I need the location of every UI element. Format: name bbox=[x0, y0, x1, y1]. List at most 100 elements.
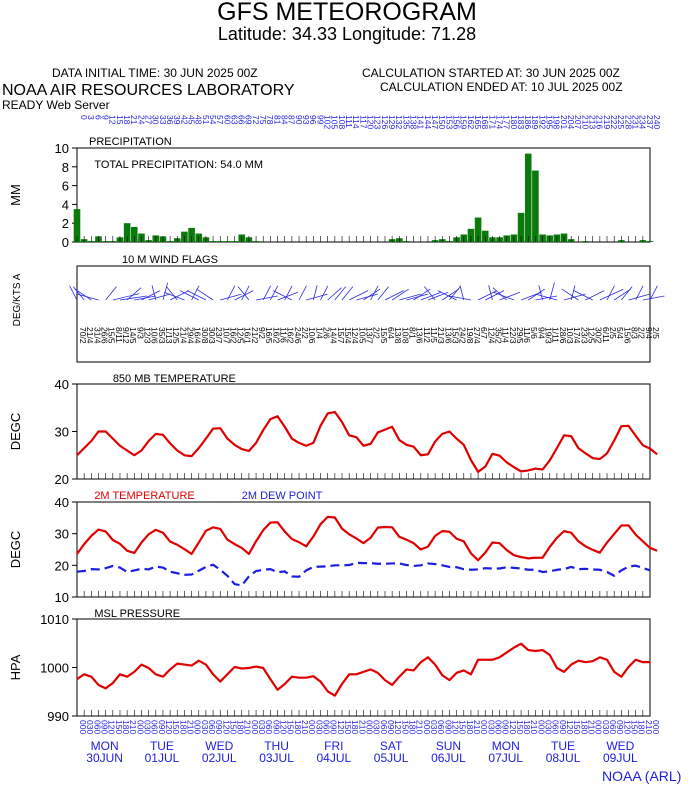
wind-barb bbox=[227, 285, 236, 301]
wind-label: 23/7 bbox=[214, 327, 224, 344]
forecast-hour-label: 132 bbox=[394, 115, 404, 129]
wind-label: 2/5 bbox=[608, 327, 618, 339]
x-hour-label: 090 bbox=[615, 720, 625, 734]
wind-label: 22/3 bbox=[508, 327, 518, 344]
wind-label: 12/4 bbox=[486, 327, 496, 344]
wind-label: 12/5 bbox=[236, 327, 246, 344]
forecast-hour-label: 69 bbox=[244, 115, 254, 125]
wind-barb bbox=[277, 291, 298, 301]
pressure-hour-ticks bbox=[76, 710, 651, 716]
pressure-ytick-label: 1010 bbox=[40, 612, 69, 627]
forecast-hour-label: 153 bbox=[444, 115, 454, 129]
wind-label: 16/1 bbox=[243, 327, 253, 344]
x-hour-label: 150 bbox=[630, 720, 640, 734]
x-hour-label: 090 bbox=[99, 720, 109, 734]
x-hour-label: 180 bbox=[637, 720, 647, 734]
forecast-hour-label: 111 bbox=[344, 115, 354, 128]
forecast-hour-label: 93 bbox=[301, 115, 311, 125]
precip-bar bbox=[73, 209, 81, 242]
precip-ytick-label: 0 bbox=[62, 235, 69, 250]
forecast-hour-label: 231 bbox=[631, 115, 641, 129]
wind-barb bbox=[284, 285, 293, 301]
forecast-hour-label: 123 bbox=[373, 115, 383, 129]
x-hour-label: 210 bbox=[357, 720, 367, 734]
wind-barb bbox=[406, 293, 428, 301]
x-hour-label: 150 bbox=[458, 720, 468, 734]
x-hour-label: 150 bbox=[343, 720, 353, 734]
wind-barb bbox=[499, 291, 521, 301]
wind-label: 21/3 bbox=[436, 327, 446, 344]
forecast-hour-label: 198 bbox=[552, 115, 562, 129]
forecast-hour-label: 219 bbox=[602, 115, 612, 129]
x-hour-label: 000 bbox=[78, 720, 88, 734]
forecast-hour-label: 60 bbox=[222, 115, 232, 125]
x-hour-label: 060 bbox=[436, 720, 446, 734]
temp2m-ylabel: DEGC bbox=[8, 531, 23, 569]
x-hour-label: 210 bbox=[529, 720, 539, 734]
x-hour-label: 180 bbox=[407, 720, 417, 734]
wind-barb bbox=[241, 285, 250, 301]
wind-label: 16/2 bbox=[228, 327, 238, 344]
day-of-week-label: FRI bbox=[324, 739, 343, 753]
forecast-hour-label: 108 bbox=[337, 115, 347, 129]
x-hour-label: 060 bbox=[551, 720, 561, 734]
x-hour-label: 150 bbox=[515, 720, 525, 734]
forecast-hour-label: 96 bbox=[308, 115, 318, 125]
wind-label: 13/7 bbox=[365, 327, 375, 344]
wind-label: 1/4 bbox=[314, 327, 324, 339]
wind-barb bbox=[437, 290, 457, 301]
wind-label: 23/3 bbox=[579, 327, 589, 344]
temp850-ytick-label: 20 bbox=[55, 472, 69, 487]
wind-label: 29/5 bbox=[515, 327, 525, 344]
wind-label: 12/5 bbox=[171, 327, 181, 344]
wind-label: 24/6 bbox=[293, 327, 303, 344]
precip-ytick-label: 8 bbox=[62, 160, 69, 175]
wind-barb bbox=[169, 290, 189, 301]
forecast-hour-label: 177 bbox=[502, 115, 512, 129]
x-hour-label: 030 bbox=[85, 720, 95, 734]
forecast-hour-label: 186 bbox=[523, 115, 533, 129]
wind-barb bbox=[105, 286, 117, 301]
calculation-ended: CALCULATION ENDED AT: 10 JUL 2025 00Z bbox=[380, 80, 623, 94]
dewpoint-line bbox=[76, 561, 651, 587]
wind-barb bbox=[298, 285, 307, 301]
forecast-hour-label: 180 bbox=[509, 115, 519, 129]
x-hour-label: 030 bbox=[257, 720, 267, 734]
date-label: 05JUL bbox=[374, 751, 409, 765]
wind-barb bbox=[73, 286, 85, 301]
temp2m-ytick-label: 40 bbox=[55, 495, 69, 510]
x-hour-label: 180 bbox=[350, 720, 360, 734]
forecast-hour-label: 225 bbox=[616, 115, 626, 129]
wind-label: 9/3 bbox=[135, 327, 145, 339]
wind-barb bbox=[141, 290, 161, 301]
forecast-hour-label: 195 bbox=[545, 115, 555, 129]
wind-barb bbox=[573, 290, 593, 301]
x-hour-label: 180 bbox=[522, 720, 532, 734]
x-hour-label: 180 bbox=[178, 720, 188, 734]
x-hour-label: 090 bbox=[157, 720, 167, 734]
wind-label: 19/8 bbox=[465, 327, 475, 344]
wind-label: 9/12 bbox=[121, 327, 131, 344]
precip-ytick-label: 4 bbox=[62, 197, 69, 212]
x-hour-label: 000 bbox=[594, 720, 604, 734]
temp2m-ytick-label: 30 bbox=[55, 527, 69, 542]
x-hour-label: 060 bbox=[608, 720, 618, 734]
x-hour-label: 000 bbox=[422, 720, 432, 734]
forecast-hour-label: 66 bbox=[237, 115, 247, 125]
wind-barb bbox=[442, 288, 460, 301]
wind-barb bbox=[306, 293, 328, 301]
precip-title: PRECIPITATION bbox=[89, 136, 172, 148]
wind-label: 13/6 bbox=[443, 327, 453, 344]
forecast-hour-label: 51 bbox=[201, 115, 211, 125]
day-of-week-label: WED bbox=[205, 739, 233, 753]
wind-barb bbox=[255, 295, 278, 301]
forecast-hour-label: 138 bbox=[408, 115, 418, 129]
forecast-hour-label: 48 bbox=[194, 115, 204, 125]
wind-label: 12/4 bbox=[350, 327, 360, 344]
forecast-hour-label: 228 bbox=[623, 115, 633, 129]
date-label: 02JUL bbox=[202, 751, 237, 765]
wind-label: 35/2 bbox=[493, 327, 503, 344]
x-hour-label: 000 bbox=[651, 720, 661, 734]
date-label: 07JUL bbox=[488, 751, 523, 765]
date-label: 01JUL bbox=[145, 751, 180, 765]
